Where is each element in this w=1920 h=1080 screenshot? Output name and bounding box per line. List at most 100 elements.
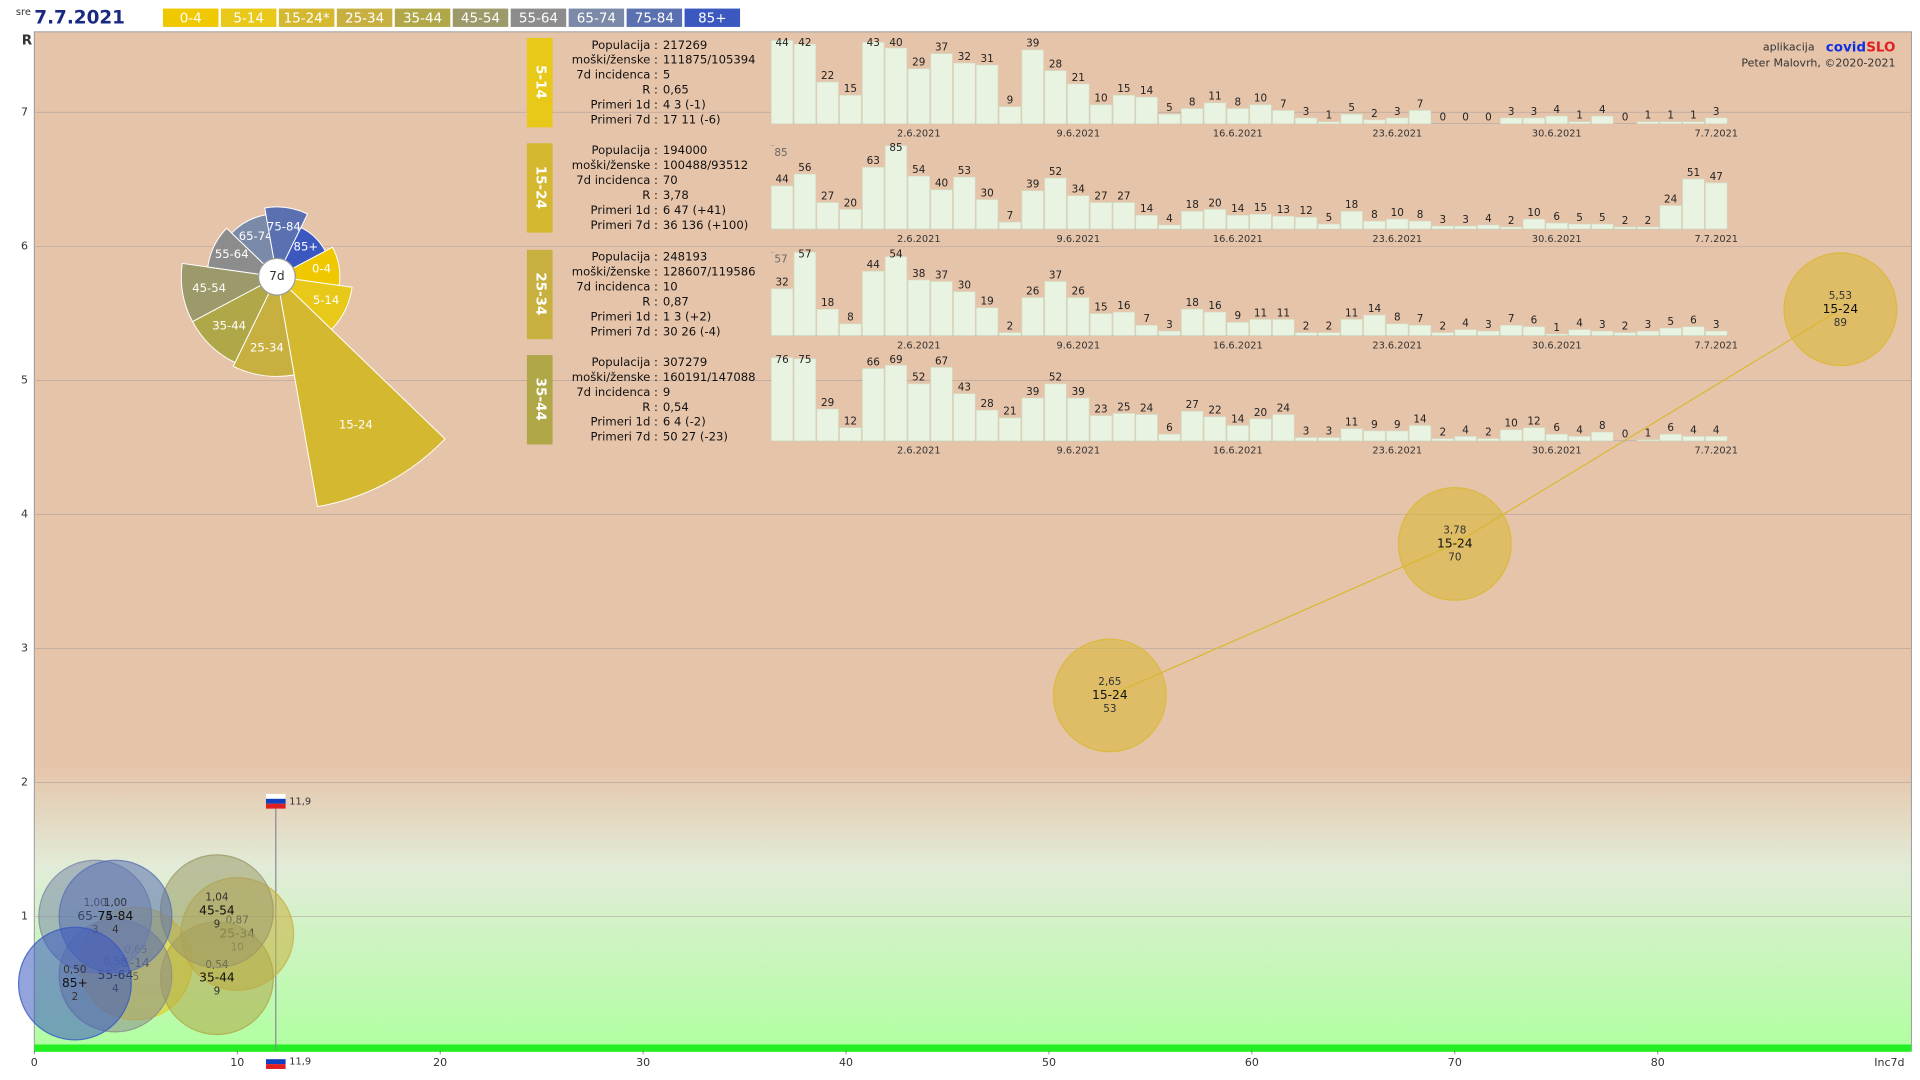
bar-value-label: 63 (867, 155, 880, 167)
bar-value-label: 5 (1599, 212, 1606, 224)
bar (1272, 215, 1295, 230)
legend-button[interactable] (684, 8, 741, 27)
stat-value: 0,87 (663, 294, 689, 308)
x-tick-label: 9.6.2021 (1056, 128, 1100, 139)
stat-label: R : (642, 400, 658, 414)
bar-value-label: 24 (1664, 193, 1678, 205)
bar-value-label: 3 (1645, 319, 1652, 331)
bar-value-label: 39 (1072, 386, 1085, 398)
bar (1386, 323, 1409, 336)
bar (1317, 332, 1340, 336)
bar (1431, 438, 1454, 442)
bar-value-label: 26 (1072, 285, 1085, 297)
x-tick-label: 30.6.2021 (1532, 340, 1582, 351)
legend-button[interactable] (394, 8, 451, 27)
bar-value-label: 22 (821, 70, 834, 82)
bar (884, 364, 908, 442)
x-axis-title: Inc7d (1874, 1056, 1904, 1069)
bar-value-label: 9 (1007, 95, 1014, 107)
bar-value-label: 3 (1713, 106, 1720, 118)
bar (1500, 429, 1523, 442)
bar (1317, 223, 1340, 230)
bar-value-label: 85 (889, 142, 902, 154)
legend-button[interactable] (626, 8, 683, 27)
bar (1363, 430, 1386, 442)
stat-value: 50 27 (-23) (663, 430, 728, 444)
legend-button[interactable] (510, 8, 567, 27)
stat-value: 10 (663, 280, 678, 294)
legend-label: 0-4 (180, 10, 202, 26)
bubble-group-label: 45-54 (199, 904, 235, 918)
bar-value-label: 53 (958, 165, 971, 177)
bar-value-label: 40 (889, 37, 902, 49)
legend-button[interactable] (336, 8, 393, 27)
bar (884, 256, 908, 336)
legend-button[interactable] (278, 8, 335, 27)
stat-value: 160191/147088 (663, 370, 756, 384)
bar-value-label: 8 (1599, 420, 1606, 432)
bar (1158, 330, 1181, 336)
bar (1044, 70, 1067, 124)
bar-value-label: 2 (1440, 427, 1447, 439)
bar (1112, 94, 1135, 124)
bubble (17, 926, 132, 1041)
bar-value-label: 16 (1117, 300, 1130, 312)
bar-value-label: 4 (1553, 104, 1560, 116)
bar-value-label: 28 (1049, 59, 1062, 71)
legend-button[interactable] (162, 8, 219, 27)
bar (793, 358, 816, 442)
bar (1021, 397, 1044, 442)
bar-value-label: 12 (844, 416, 857, 428)
bar-value-label: 75 (798, 354, 811, 366)
bar (1363, 314, 1386, 336)
bar (771, 40, 794, 124)
bar-value-label: 11 (1208, 91, 1221, 103)
legend-button[interactable] (452, 8, 509, 27)
group-tag (526, 143, 553, 233)
bubble-group-label: 85+ (62, 976, 88, 990)
bar-value-label: 27 (821, 190, 834, 202)
stat-label: Primeri 7d : (591, 113, 658, 127)
legend-button[interactable] (568, 8, 625, 27)
bar-value-label: 12 (1527, 416, 1540, 428)
bar-value-label: 44 (867, 259, 881, 271)
bar (976, 64, 999, 124)
bar (1181, 410, 1204, 442)
bar (1089, 202, 1113, 230)
bar (907, 175, 930, 230)
bar-value-label: 2 (1440, 320, 1447, 332)
bar-value-label: 6 (1531, 315, 1538, 327)
bar-value-label: 44 (775, 174, 789, 186)
bar-value-label: 21 (1003, 406, 1016, 418)
bar (998, 332, 1022, 336)
stat-label: 7d incidenca : (576, 280, 658, 294)
x-tick-label: 30.6.2021 (1532, 446, 1582, 457)
bar-value-label: 39 (1026, 179, 1039, 191)
bar (884, 47, 908, 124)
x-tick-label: 9.6.2021 (1056, 446, 1100, 457)
legend-label: 85+ (698, 10, 726, 26)
x-tick-label: 16.6.2021 (1213, 234, 1263, 245)
bar (1226, 425, 1249, 442)
bar (1067, 83, 1090, 124)
bar (1591, 223, 1614, 230)
stat-value: 217269 (663, 38, 707, 52)
x-tick-label: 2.6.2021 (897, 446, 941, 457)
stat-label: R : (642, 188, 658, 202)
bar-value-label: 7 (1417, 313, 1424, 325)
bar-value-label: 5 (1326, 212, 1333, 224)
polar-label: 85+ (294, 239, 319, 253)
bar (1135, 414, 1158, 442)
x-tick-label: 16.6.2021 (1213, 340, 1263, 351)
bar (1636, 121, 1659, 124)
stat-value: 0,54 (663, 400, 689, 414)
bar-value-label: 52 (912, 372, 925, 384)
legend-button[interactable] (220, 8, 277, 27)
bar-value-label: 15 (1254, 202, 1267, 214)
x-tick-label: 60 (1245, 1056, 1259, 1069)
bar (1659, 121, 1682, 124)
group-tag-label: 5-14 (532, 65, 548, 99)
bar (1431, 332, 1454, 336)
polar-label: 5-14 (313, 293, 339, 307)
